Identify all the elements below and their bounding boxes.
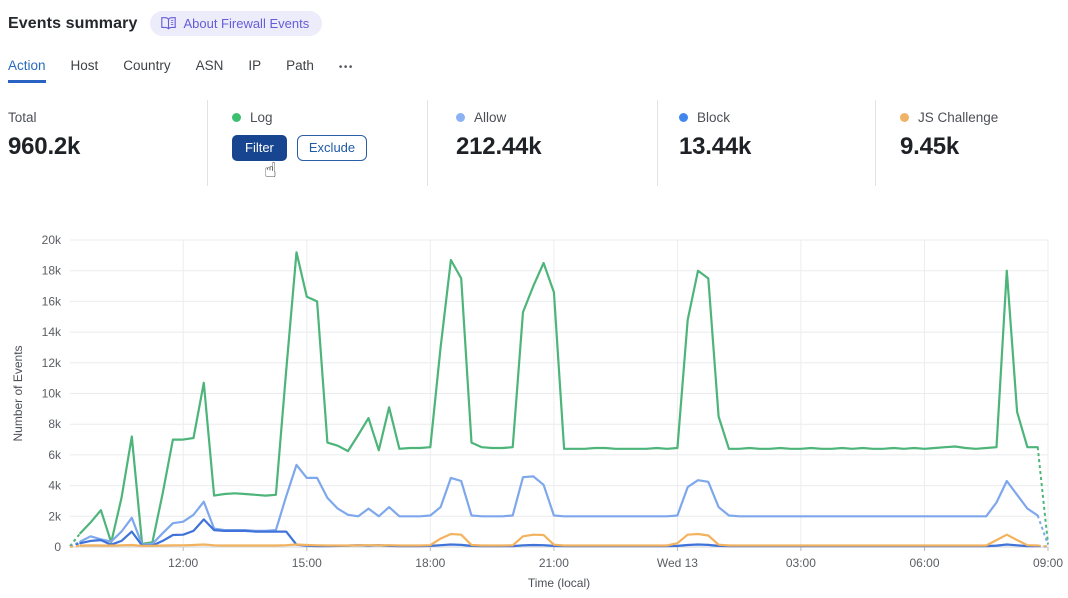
series-line-log	[79, 251, 1039, 545]
y-axis-tick-label: 14k	[42, 325, 62, 339]
x-axis-tick-label: 03:00	[786, 556, 816, 570]
tab-path[interactable]: Path	[286, 58, 314, 73]
js-challenge-label: JS Challenge	[918, 110, 999, 125]
more-tabs-button[interactable]: •••	[338, 62, 354, 73]
stat-card-log: Log Filter Exclude	[207, 100, 427, 186]
log-legend-dot	[232, 113, 241, 122]
x-axis-title: Time (local)	[528, 576, 590, 590]
series-line-allow-dashed	[1036, 515, 1049, 546]
js-challenge-legend-dot	[900, 113, 909, 122]
series-line-log-dashed	[1036, 447, 1049, 545]
y-axis-tick-label: 2k	[48, 509, 62, 523]
tab-country[interactable]: Country	[123, 58, 171, 73]
stats-row: Total 960.2k Log Filter Exclude Allow 21…	[0, 100, 1068, 186]
series-line-block	[79, 518, 1039, 548]
stat-card-block: Block 13.44k	[657, 100, 875, 186]
tab-ip[interactable]: IP	[248, 58, 262, 73]
y-axis-tick-label: 12k	[42, 356, 62, 370]
tab-asn[interactable]: ASN	[195, 58, 224, 73]
series-line-js-challenge-dashed	[69, 544, 81, 548]
y-axis-tick-label: 6k	[48, 448, 62, 462]
x-axis-tick-label: 18:00	[415, 556, 445, 570]
js-challenge-value: 9.45k	[900, 133, 960, 160]
events-chart-container: 0 2k 4k 6k 8k 10k 12k 14k 16k 18k 20k 12:00 15:00 18:…	[0, 222, 1068, 598]
series-line-js-challenge-dashed	[1037, 544, 1049, 548]
page-title: Events summary	[8, 14, 138, 32]
series-line-log-dashed	[69, 532, 82, 547]
summary-tabs: Action Host Country ASN IP Path •••	[8, 58, 354, 83]
allow-legend-dot	[456, 113, 465, 122]
x-axis-tick-label: 09:00	[1033, 556, 1063, 570]
y-axis-tick-label: 20k	[42, 233, 62, 247]
y-axis-title: Number of Events	[11, 345, 25, 441]
y-axis-tick-label: 18k	[42, 264, 62, 278]
block-legend-dot	[679, 113, 688, 122]
book-icon	[161, 17, 177, 30]
about-firewall-events-label: About Firewall Events	[183, 16, 310, 31]
allow-label: Allow	[474, 110, 507, 125]
y-axis-tick-label: 4k	[48, 479, 62, 493]
tab-host[interactable]: Host	[70, 58, 99, 73]
events-time-series-chart: 0 2k 4k 6k 8k 10k 12k 14k 16k 18k 20k 12:00 15:00 18:…	[11, 233, 1063, 590]
x-axis-tick-label: 12:00	[168, 556, 198, 570]
tab-action[interactable]: Action	[8, 58, 46, 83]
about-firewall-events-badge[interactable]: About Firewall Events	[150, 11, 323, 36]
x-axis-tick-label: 06:00	[909, 556, 939, 570]
log-label: Log	[250, 110, 273, 125]
stat-card-total: Total 960.2k	[0, 100, 207, 186]
y-axis-tick-label: 10k	[42, 387, 62, 401]
filter-button[interactable]: Filter	[232, 135, 287, 161]
header: Events summary About Firewall Events	[8, 11, 323, 36]
y-axis-tick-label: 8k	[48, 417, 62, 431]
series-line-js-challenge	[79, 532, 1039, 547]
x-axis-tick-label: Wed 13	[657, 556, 698, 570]
stat-card-allow: Allow 212.44k	[427, 100, 657, 186]
x-axis-tick-label: 21:00	[539, 556, 569, 570]
x-axis-tick-label: 15:00	[292, 556, 322, 570]
block-value: 13.44k	[679, 133, 752, 160]
total-value: 960.2k	[8, 133, 81, 160]
allow-value: 212.44k	[456, 133, 542, 160]
exclude-button[interactable]: Exclude	[296, 135, 368, 161]
y-axis-tick-label: 16k	[42, 294, 62, 308]
block-label: Block	[697, 110, 731, 125]
total-label: Total	[8, 110, 37, 125]
series-line-allow	[79, 463, 1039, 546]
stat-card-js-challenge: JS Challenge 9.45k	[875, 100, 1068, 186]
y-axis-tick-label: 0	[54, 540, 61, 554]
